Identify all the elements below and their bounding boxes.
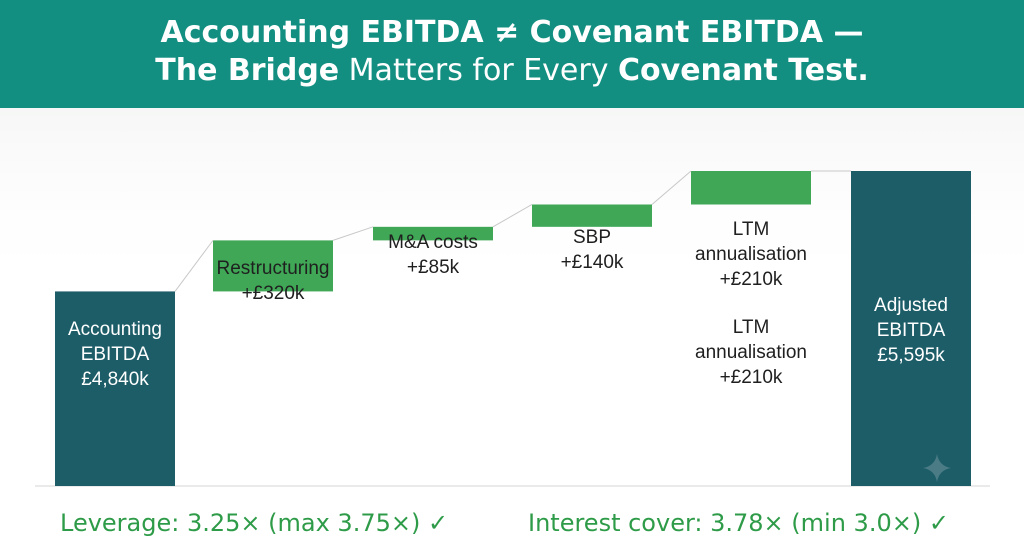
bar-label-4-5: +£210k: [720, 367, 783, 388]
title-line-2: The Bridge Matters for Every Covenant Te…: [0, 52, 1024, 90]
connector-line-0: [174, 240, 214, 292]
bar-label-4-2: +£210k: [720, 269, 783, 290]
bar-label-5-0: Adjusted: [874, 295, 948, 316]
increase-bar-2: [373, 226, 493, 241]
bar-label-5-2: £5,595k: [877, 345, 945, 366]
waterfall-chart: Accounting EBITDA £4,840k Restructuring +£32…: [35, 170, 990, 487]
leverage-metric: Leverage: 3.25× (max 3.75×) ✓: [60, 509, 449, 537]
connector-line-1: [332, 226, 374, 241]
total-bar-5: [851, 171, 971, 486]
sparkle-icon: [923, 454, 951, 482]
bar-label-2-1: +£85k: [407, 257, 460, 278]
bar-label-0-0: Accounting: [68, 319, 162, 340]
chart-area: Accounting EBITDA £4,840k Restructuring +£32…: [0, 108, 1024, 508]
increase-bar-3: [532, 204, 652, 227]
bar-label-2-0: M&A costs: [388, 232, 478, 253]
total-bar-0: [55, 291, 175, 486]
title-banner: Accounting EBITDA ≠ Covenant EBITDA — Th…: [0, 0, 1024, 108]
connector-line-3: [651, 170, 692, 205]
bar-label-4-3: LTM: [733, 317, 770, 338]
title-bold-1: The Bridge: [155, 53, 340, 88]
title-bold-2: Covenant Test.: [618, 53, 869, 88]
increase-bar-1: [213, 240, 333, 292]
bar-label-0-2: £4,840k: [81, 369, 149, 390]
interest-cover-metric: Interest cover: 3.78× (min 3.0×) ✓: [528, 509, 949, 537]
title-normal: Matters for Every: [339, 53, 619, 88]
increase-bar-4: [691, 171, 811, 205]
connector-line-2: [492, 204, 533, 228]
bar-label-5-1: EBITDA: [877, 320, 946, 341]
bar-label-4-0: LTM: [733, 219, 770, 240]
bar-label-4-1: annualisation: [695, 244, 807, 265]
bar-label-0-1: EBITDA: [81, 344, 150, 365]
title-line-1: Accounting EBITDA ≠ Covenant EBITDA —: [160, 15, 864, 50]
bar-label-1-0: Restructuring: [217, 258, 330, 279]
bar-label-4-4: annualisation: [695, 342, 807, 363]
bar-label-3-0: SBP: [573, 227, 611, 248]
bar-label-3-1: +£140k: [561, 252, 624, 273]
bar-label-1-1: +£320k: [242, 283, 305, 304]
